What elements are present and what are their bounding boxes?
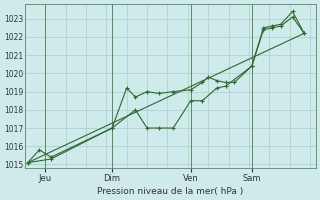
- X-axis label: Pression niveau de la mer( hPa ): Pression niveau de la mer( hPa ): [97, 187, 244, 196]
